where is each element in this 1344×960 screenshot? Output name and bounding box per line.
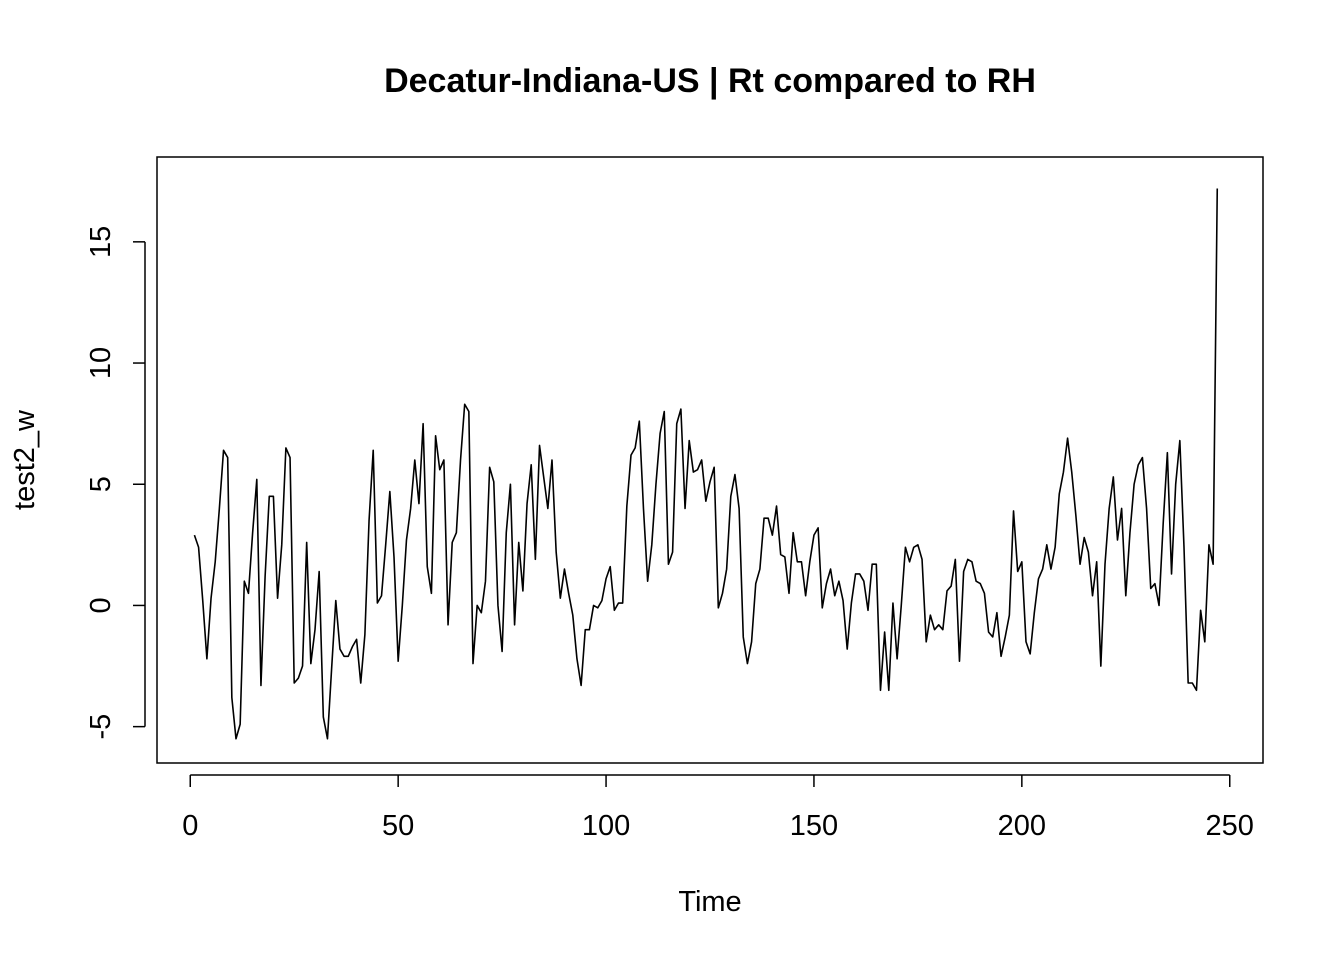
x-axis: 0 50 100 150 200 250 xyxy=(182,775,1254,842)
plot-frame xyxy=(157,157,1263,763)
series-layer xyxy=(194,189,1217,739)
x-axis-label: Time xyxy=(678,886,741,918)
x-tick-label: 150 xyxy=(790,810,838,842)
chart-title: Decatur-Indiana-US | Rt compared to RH xyxy=(384,62,1036,100)
y-tick-label: 0 xyxy=(85,597,117,613)
x-tick-label: 0 xyxy=(182,810,198,842)
y-tick-label: 5 xyxy=(85,476,117,492)
x-tick-label: 100 xyxy=(582,810,630,842)
y-axis-label: test2_w xyxy=(9,409,41,510)
y-tick-label: 15 xyxy=(85,226,117,258)
series-line xyxy=(194,189,1217,739)
y-axis: -5 0 5 10 15 xyxy=(85,226,145,740)
y-tick-label: 10 xyxy=(85,347,117,379)
x-tick-label: 50 xyxy=(382,810,414,842)
y-tick-label: -5 xyxy=(85,714,117,740)
x-tick-label: 200 xyxy=(998,810,1046,842)
x-tick-label: 250 xyxy=(1206,810,1254,842)
